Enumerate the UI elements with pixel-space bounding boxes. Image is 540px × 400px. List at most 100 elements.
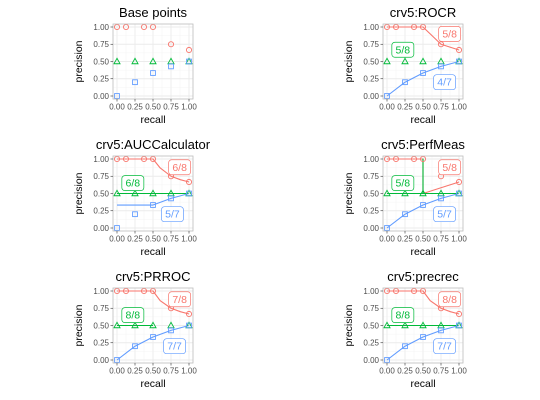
- label-text: 7/8: [172, 294, 187, 306]
- label-box: [121, 307, 145, 323]
- panel-3: crv5:PerfMeas5/85/85/70.000.250.500.751.…: [343, 137, 467, 258]
- y-tick-label: 0.75: [93, 172, 109, 181]
- label-box: [433, 338, 456, 355]
- y-tick-label: 0.50: [363, 189, 379, 198]
- label-text: 5/8: [396, 44, 411, 56]
- y-tick-label: 1.00: [93, 155, 109, 164]
- blue-point: [402, 79, 408, 86]
- x-tick-label: 1.00: [451, 103, 467, 112]
- y-tick-label: 0.25: [93, 339, 109, 348]
- y-tick-label: 0.25: [363, 207, 379, 216]
- blue-point: [168, 63, 174, 70]
- x-axis-title: recall: [410, 378, 435, 390]
- x-tick-label: 0.50: [145, 367, 161, 376]
- label-box: [168, 291, 191, 308]
- blue-curve: [386, 192, 460, 229]
- y-axis-title: precision: [73, 172, 85, 214]
- blue-curve: [386, 324, 460, 361]
- label-box: [391, 41, 415, 58]
- label-text: 5/8: [442, 162, 457, 174]
- panel-title: crv5:PRROC: [115, 269, 190, 284]
- blue-point: [384, 93, 390, 99]
- x-tick-label: 1.00: [181, 235, 197, 244]
- blue-point: [384, 225, 390, 231]
- red-point: [455, 178, 463, 186]
- y-tick-label: 0.75: [93, 304, 109, 313]
- x-tick-label: 0.00: [379, 367, 395, 376]
- label-text: 4/7: [437, 77, 452, 89]
- y-tick-label: 0.50: [363, 321, 379, 330]
- blue-point: [132, 211, 138, 218]
- x-axis-title: recall: [410, 246, 435, 258]
- x-tick-label: 0.25: [397, 103, 413, 112]
- label-text: 8/8: [396, 310, 411, 322]
- x-tick-label: 0.50: [415, 103, 431, 112]
- red-point: [167, 41, 175, 48]
- x-axis-title: recall: [140, 378, 165, 390]
- green-curve: [387, 158, 459, 195]
- blue-point: [114, 93, 120, 99]
- x-tick-label: 1.00: [181, 367, 197, 376]
- y-axis-title: precision: [73, 304, 85, 346]
- blue-point: [114, 357, 120, 363]
- red-point: [185, 46, 193, 54]
- y-tick-label: 0.75: [363, 172, 379, 181]
- green-point: [113, 189, 121, 197]
- label-text: 7/7: [167, 341, 182, 353]
- panel-title: crv5:ROCR: [390, 5, 456, 20]
- label-box: [121, 175, 145, 191]
- y-tick-label: 0.00: [93, 92, 109, 101]
- y-tick-label: 0.25: [363, 339, 379, 348]
- x-axis-title: recall: [410, 114, 435, 126]
- x-axis-title: recall: [140, 114, 165, 126]
- y-tick-label: 0.00: [93, 224, 109, 233]
- panel-title: crv5:precrec: [387, 269, 459, 284]
- green-point: [401, 189, 409, 197]
- green-point: [149, 57, 157, 65]
- label-box: [161, 206, 184, 223]
- x-tick-label: 0.25: [127, 367, 143, 376]
- blue-curve: [116, 324, 190, 361]
- green-point: [149, 321, 157, 329]
- blue-point: [150, 70, 156, 76]
- x-tick-label: 0.00: [379, 235, 395, 244]
- blue-point: [438, 327, 444, 334]
- blue-point: [186, 190, 192, 197]
- blue-curve: [117, 192, 190, 206]
- label-text: 8/8: [126, 310, 141, 322]
- y-tick-label: 0.50: [93, 321, 109, 330]
- label-text: 6/8: [172, 162, 187, 174]
- y-tick-label: 0.25: [93, 75, 109, 84]
- green-point: [419, 321, 427, 329]
- label-box: [433, 74, 456, 91]
- y-tick-label: 1.00: [363, 155, 379, 164]
- red-point: [185, 178, 193, 186]
- label-box: [438, 26, 461, 42]
- blue-point: [114, 225, 120, 231]
- label-text: 5/7: [437, 209, 452, 221]
- y-tick-label: 0.00: [363, 224, 379, 233]
- y-axis-title: precision: [343, 172, 355, 214]
- x-tick-label: 0.50: [145, 235, 161, 244]
- x-tick-label: 1.00: [451, 235, 467, 244]
- y-tick-label: 1.00: [93, 287, 109, 296]
- label-box: [433, 206, 456, 223]
- x-tick-label: 0.00: [379, 103, 395, 112]
- red-point: [455, 46, 463, 54]
- y-tick-label: 0.75: [363, 40, 379, 49]
- label-box: [163, 338, 186, 355]
- panel-1: crv5:ROCR5/85/84/70.000.250.500.751.000.…: [343, 5, 467, 126]
- green-point: [383, 189, 391, 197]
- y-tick-label: 0.25: [93, 207, 109, 216]
- blue-point: [132, 79, 138, 86]
- y-tick-label: 0.50: [93, 189, 109, 198]
- panel-4: crv5:PRROC7/88/87/70.000.250.500.751.000…: [73, 269, 197, 390]
- green-point: [419, 57, 427, 65]
- panel-title: crv5:AUCCalculator: [96, 137, 211, 152]
- blue-point: [186, 322, 192, 329]
- blue-point: [402, 211, 408, 218]
- y-tick-label: 0.25: [363, 75, 379, 84]
- x-tick-label: 0.50: [145, 103, 161, 112]
- y-tick-label: 1.00: [363, 23, 379, 32]
